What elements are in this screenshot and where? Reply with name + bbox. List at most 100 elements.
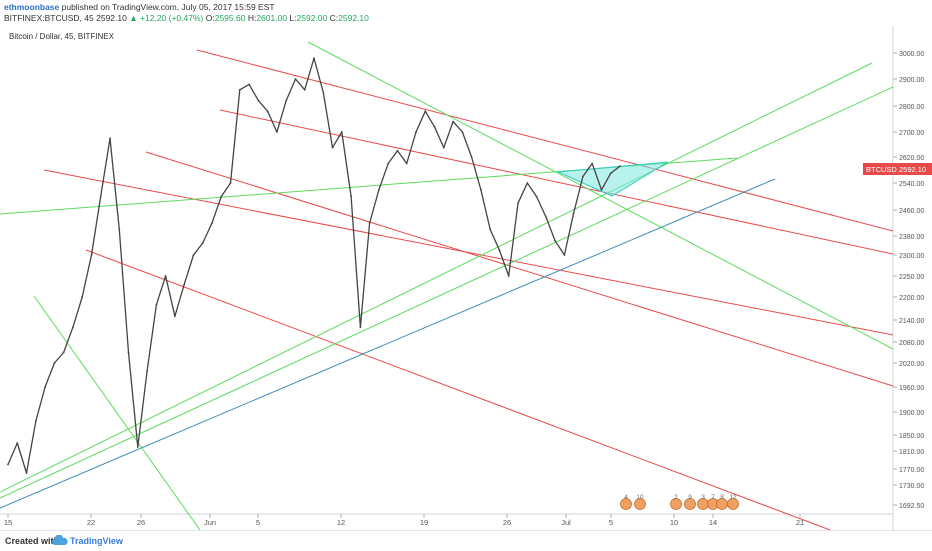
trend-line[interactable] — [307, 41, 894, 350]
trend-line[interactable] — [0, 62, 873, 493]
x-tick-label: Jul — [561, 518, 571, 527]
y-tick-label: 2460.00 — [899, 208, 924, 215]
event-marker[interactable] — [620, 498, 632, 510]
open-value: 2595.60 — [214, 13, 246, 23]
trend-line[interactable] — [85, 249, 831, 530]
y-tick-label: 2800.00 — [899, 104, 924, 111]
cloud-logo-icon — [52, 535, 68, 545]
price-point — [554, 239, 556, 242]
price-point — [489, 228, 492, 231]
event-marker-label: 8 — [720, 494, 724, 501]
price-point — [600, 188, 603, 191]
price-point — [136, 446, 139, 448]
price-point — [25, 472, 28, 474]
price-point — [544, 215, 547, 218]
x-tick-label: Jun — [204, 518, 216, 527]
event-marker-label: 12 — [729, 494, 737, 501]
publish-line: ethmoonbase published on TradingView.com… — [4, 2, 275, 13]
event-marker-label: 3 — [701, 494, 705, 501]
y-tick-label: 1810.00 — [899, 449, 924, 456]
y-tick-label: 2900.00 — [899, 77, 924, 84]
price-point — [174, 315, 176, 318]
price-point — [266, 110, 269, 113]
price-point — [415, 131, 417, 133]
x-tick-label: 19 — [420, 518, 428, 527]
trend-line[interactable] — [145, 151, 894, 387]
price-point — [368, 222, 371, 224]
trend-line[interactable] — [219, 109, 894, 255]
trend-line[interactable] — [196, 49, 894, 232]
price-point — [257, 99, 260, 102]
ohlc-line: BITFINEX:BTCUSD, 45 2592.10 ▲ +12.20 (+0… — [4, 13, 369, 24]
y-tick-label: 1960.00 — [899, 385, 924, 392]
price-point — [331, 146, 334, 149]
price-point — [498, 249, 501, 252]
price-point — [164, 275, 167, 277]
author-link[interactable]: ethmoonbase — [4, 2, 60, 12]
high-label: H: — [247, 13, 257, 23]
price-point — [118, 228, 121, 231]
event-marker-label: 2 — [674, 494, 678, 501]
price-point — [350, 195, 352, 198]
tradingview-brand-link[interactable]: TradingView — [70, 536, 123, 546]
price-point — [396, 149, 399, 152]
price-point — [294, 78, 297, 80]
price-point — [220, 195, 223, 198]
trend-line[interactable] — [43, 169, 894, 336]
published-text: published on TradingView.com, July 05, 2… — [59, 2, 275, 12]
price-label-tag: BTCUSD 2592.10 — [863, 163, 932, 175]
up-arrow-icon: ▲ — [129, 13, 138, 23]
event-marker[interactable] — [670, 498, 682, 510]
price-chart[interactable]: Bitcoin / Dollar, 45, BITFINEX 1692.50 17… — [0, 26, 932, 530]
trend-line[interactable] — [0, 178, 776, 509]
price-point — [44, 386, 46, 388]
x-tick-label: 10 — [670, 518, 678, 527]
close-label: C: — [329, 13, 339, 23]
price-point — [572, 212, 575, 215]
x-tick-label: 21 — [796, 518, 804, 527]
y-tick-label: 2250.00 — [899, 274, 924, 281]
price-point — [34, 420, 37, 423]
x-tick-label: 26 — [137, 518, 145, 527]
x-tick-label: 5 — [256, 518, 260, 527]
price-point — [340, 131, 343, 133]
price-point — [16, 442, 19, 444]
event-marker-label: 10 — [636, 494, 644, 501]
price-point — [470, 156, 473, 158]
event-marker[interactable] — [634, 498, 646, 510]
price-point — [609, 172, 612, 175]
low-label: L: — [289, 13, 297, 23]
price-point — [359, 326, 362, 329]
y-tick-label: 2380.00 — [899, 234, 924, 241]
y-tick-label: 2620.00 — [899, 155, 924, 162]
x-tick-label: 15 — [4, 518, 12, 527]
last-price: 2592.10 — [96, 13, 127, 23]
x-tick-label: 26 — [503, 518, 511, 527]
y-tick-label: 1900.00 — [899, 410, 924, 417]
price-point — [81, 296, 84, 298]
price-point — [405, 162, 408, 165]
price-point — [90, 254, 93, 256]
y-tick-label: 2700.00 — [899, 130, 924, 137]
price-point — [507, 275, 510, 277]
price-label-value: 2592.10 — [899, 165, 926, 174]
price-point — [378, 188, 380, 191]
event-marker-label: 9 — [688, 494, 692, 501]
trendlines-layer — [0, 41, 894, 530]
price-point — [591, 162, 594, 165]
event-marker[interactable] — [684, 498, 696, 510]
price-point — [517, 202, 519, 205]
plot-background — [0, 26, 893, 514]
symbol-label: BITFINEX:BTCUSD, 45 — [4, 13, 94, 23]
trend-line[interactable] — [0, 86, 894, 499]
price-point — [526, 182, 529, 184]
trend-line[interactable] — [33, 295, 201, 530]
event-marker[interactable] — [727, 498, 739, 510]
price-point — [452, 120, 454, 123]
price-point — [62, 351, 65, 354]
footer-bar: Created with TradingView — [0, 530, 932, 551]
price-point — [582, 175, 584, 178]
price-point — [72, 326, 74, 329]
price-point — [303, 88, 306, 91]
y-tick-label: 1850.00 — [899, 433, 924, 440]
